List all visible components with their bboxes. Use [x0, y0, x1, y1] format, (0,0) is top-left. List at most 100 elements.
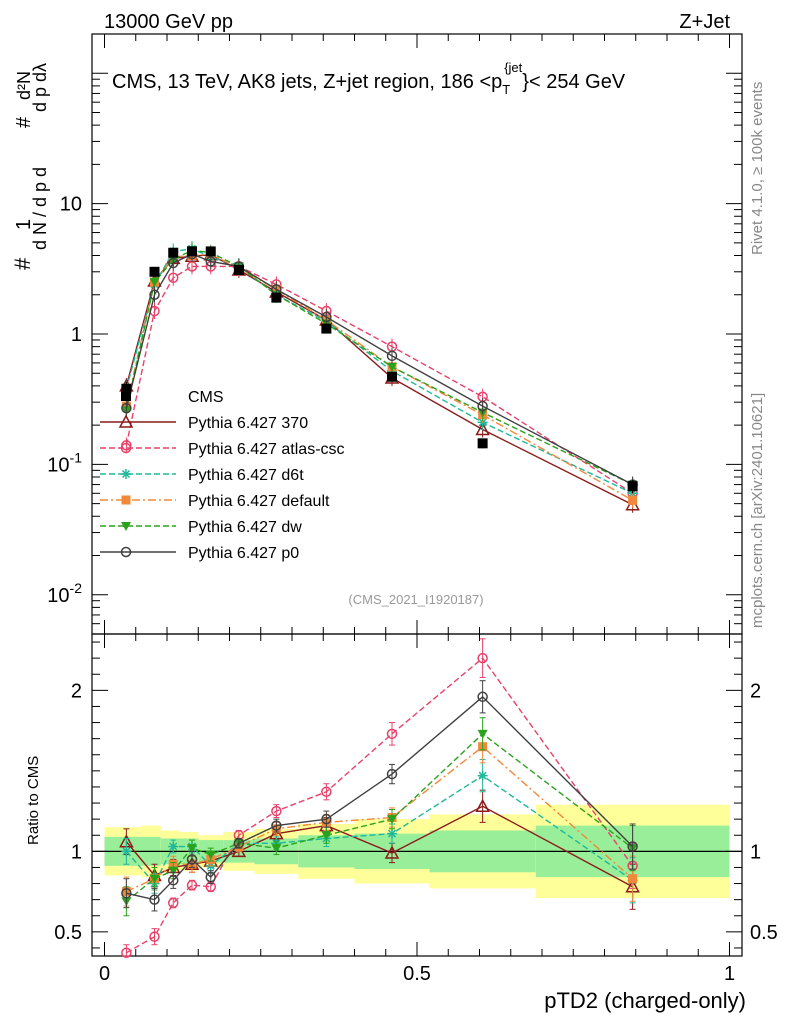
legend-entry: Pythia 6.427 atlas-csc — [100, 441, 345, 458]
series-marker — [120, 442, 132, 454]
legend-label: Pythia 6.427 d6t — [188, 467, 304, 484]
series-marker — [386, 768, 398, 780]
svg-text:d N / d p d: d N / d p d — [30, 167, 50, 250]
chart-title-text: CMS, 13 TeV, AK8 jets, Z+jet region, 186… — [112, 71, 502, 93]
series-marker — [149, 278, 160, 288]
main-panel: 10-2 10-1 1 10 CMS Pythia 6.427 370 Pythia 6.4… — [47, 33, 743, 635]
y-axis-title-ratio: Ratio to CMS — [25, 756, 42, 845]
series-marker — [386, 728, 398, 740]
series-marker-stroke — [478, 771, 487, 780]
series-marker — [149, 289, 160, 301]
legend-label: Pythia 6.427 p0 — [188, 545, 299, 562]
svg-text:d p dλ: d p dλ — [30, 63, 50, 112]
series-marker — [321, 813, 332, 825]
series-marker — [205, 871, 216, 883]
data-point — [149, 266, 160, 277]
header-left: 13000 GeV pp — [104, 11, 233, 33]
series-ratio — [121, 638, 638, 959]
series-marker — [186, 879, 198, 891]
series-marker — [628, 495, 638, 505]
chart-title-sub: T — [502, 82, 510, 97]
series-marker — [321, 831, 332, 841]
series-marker — [321, 311, 332, 323]
series-marker — [205, 256, 216, 267]
series-marker — [149, 931, 160, 942]
series-marker — [168, 257, 179, 269]
legend-entry: Pythia 6.427 dw — [100, 519, 302, 536]
series-marker — [168, 866, 179, 876]
series-marker — [628, 874, 638, 884]
series-marker — [121, 402, 132, 414]
legend-entry: Pythia 6.427 d6t — [100, 467, 304, 484]
series-marker — [477, 729, 488, 739]
svg-text:#: # — [13, 116, 35, 128]
legend-entry: Pythia 6.427 370 — [100, 414, 308, 432]
data-point — [627, 481, 638, 492]
series-marker — [121, 846, 132, 857]
ratio-tick-label: 1 — [71, 841, 82, 863]
data-point — [121, 383, 132, 394]
series-marker — [477, 400, 488, 412]
chart-title-sup: {jet — [504, 60, 522, 75]
series-marker — [149, 874, 160, 884]
series-marker — [121, 495, 131, 505]
main-frame — [91, 33, 743, 635]
legend-label: Pythia 6.427 default — [188, 493, 330, 510]
series-marker — [168, 272, 179, 284]
y-tick-exponent: -2 — [70, 580, 83, 596]
ratio-tick-label-right: 1 — [750, 841, 761, 863]
data-point — [271, 292, 282, 303]
series-marker — [387, 828, 397, 839]
series-marker — [321, 786, 332, 798]
series-line — [125, 253, 633, 501]
y-axis-main: 10-2 10-1 1 10 — [47, 33, 742, 635]
data-point — [205, 246, 216, 257]
series-marker — [271, 805, 282, 817]
series-line — [125, 248, 633, 494]
series-marker-stroke — [121, 469, 131, 479]
series-marker-stroke — [387, 829, 397, 838]
series-marker — [233, 838, 245, 849]
series-marker — [205, 850, 216, 860]
legend-label: Pythia 6.427 370 — [188, 415, 308, 432]
legend-label: Pythia 6.427 atlas-csc — [188, 441, 345, 458]
legend-entry: Pythia 6.427 p0 — [100, 545, 299, 562]
series-marker — [387, 815, 397, 825]
ratio-tick-label-right: 2 — [750, 680, 761, 702]
chart-title-end: < 254 GeV — [529, 71, 626, 93]
series-marker — [121, 887, 132, 899]
series-marker — [477, 652, 488, 664]
mcplots-label: mcplots.cern.ch [arXiv:2401.10621] — [749, 393, 766, 628]
y-axis-title-main: # 1 d N / d p d # d²N d p dλ — [10, 63, 50, 270]
series-marker — [475, 421, 490, 436]
data-point — [477, 438, 488, 449]
ratio-panel: 0 0.5 10.5 0.51 12 2 — [54, 34, 778, 985]
legend: CMS Pythia 6.427 370 Pythia 6.427 atlas-cs… — [100, 389, 345, 562]
chart-title-sup-end: } — [522, 71, 529, 93]
y-tick-label: 10 — [60, 194, 82, 216]
data-point — [168, 247, 179, 258]
rivet-label: Rivet 4.1.0, ≥ 100k events — [749, 82, 766, 255]
series-marker — [477, 770, 488, 781]
y-axis-ratio: 0.5 0.5 1 1 2 2 — [54, 641, 778, 949]
series-marker — [384, 845, 400, 859]
x-tick-label: 0.5 — [403, 963, 431, 985]
svg-text:d²N: d²N — [14, 71, 34, 100]
data-point — [187, 246, 197, 257]
y-tick-label: 1 — [71, 324, 82, 346]
ratio-tick-label: 0.5 — [54, 922, 82, 944]
series-marker — [627, 841, 638, 852]
series-marker — [121, 522, 131, 531]
series-marker — [120, 546, 132, 558]
header-right: Z+Jet — [679, 11, 730, 33]
ratio-tick-label-right: 0.5 — [750, 922, 778, 944]
series-marker — [271, 844, 282, 854]
series-marker — [168, 897, 179, 909]
series-marker — [121, 947, 132, 959]
analysis-tag: (CMS_2021_I1920187) — [348, 592, 483, 607]
data-point — [121, 391, 131, 401]
series-marker — [477, 691, 488, 703]
series-marker — [187, 844, 197, 854]
